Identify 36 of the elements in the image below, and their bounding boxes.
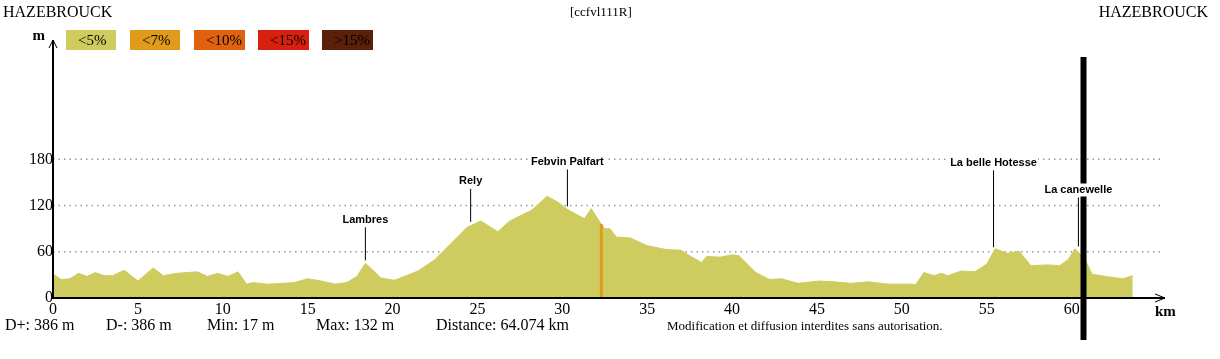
annotation: La canewelle	[1044, 183, 1113, 196]
x-tick-label: 60	[1063, 299, 1080, 317]
x-tick-label: 10	[214, 299, 231, 317]
x-tick-label: 5	[133, 299, 142, 317]
text: Min: 17 m	[207, 316, 275, 334]
text: HAZEBROUCK	[1098, 3, 1208, 21]
x-tick-label: 15	[299, 299, 316, 317]
legend-label: <15%	[270, 30, 309, 50]
legend-label: <5%	[78, 30, 116, 50]
x-tick-label: 20	[384, 299, 401, 317]
x-tick-label: 50	[893, 299, 910, 317]
x-axis-title: km	[1155, 302, 1177, 319]
legend-label: >15%	[334, 30, 373, 50]
annotation: Lambres	[342, 212, 389, 225]
legend-label: <7%	[142, 30, 180, 50]
y-axis-title: m	[32, 26, 46, 43]
chart-title: [ccfvl111R]	[570, 4, 632, 20]
annotation: Rely	[459, 174, 484, 187]
x-tick-label: 35	[639, 299, 656, 317]
x-tick-label: 45	[808, 299, 825, 317]
text: Distance: 64.074 km	[436, 316, 569, 334]
text: Max: 132 m	[316, 316, 395, 334]
y-tick-label: 120	[29, 195, 53, 213]
x-tick-label: 25	[469, 299, 486, 317]
text: HAZEBROUCK	[3, 3, 113, 21]
x-tick-label: 30	[554, 299, 571, 317]
x-tick-label: 40	[724, 299, 741, 317]
annotation: Febvin Palfart	[531, 154, 605, 167]
y-tick-label: 60	[37, 241, 53, 259]
y-tick-label: 180	[29, 149, 53, 167]
text: D+: 386 m	[5, 316, 75, 334]
text: D-: 386 m	[106, 316, 172, 334]
legend-label: <10%	[206, 30, 245, 50]
annotation: La belle Hotesse	[950, 155, 1037, 168]
text: Modification et diffusion interdites sans autorisation.	[667, 318, 943, 334]
x-tick-label: 55	[978, 299, 995, 317]
